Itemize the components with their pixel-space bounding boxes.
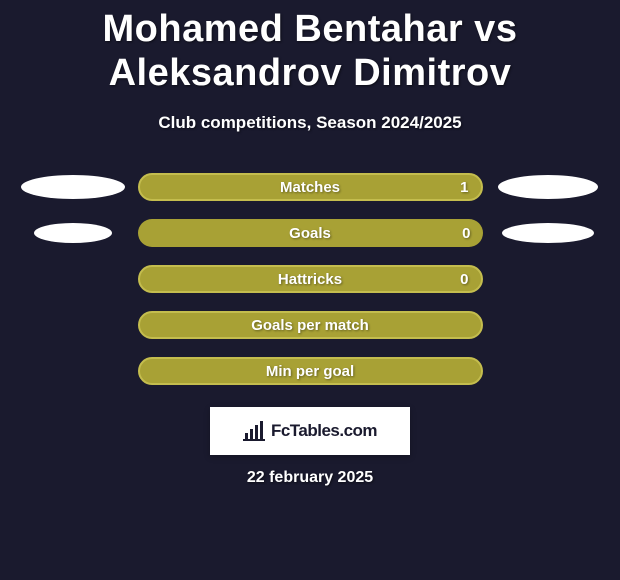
- bar-chart-icon: [243, 420, 265, 442]
- right-side: [483, 223, 613, 243]
- stat-rows: Matches 1 Goals 0 Hattricks 0 Goals per match M…: [0, 173, 620, 385]
- stat-bar: Goals per match: [138, 311, 483, 339]
- stat-row: Matches 1: [0, 173, 620, 201]
- stat-row: Goals per match: [0, 311, 620, 339]
- stat-label: Goals: [289, 225, 331, 242]
- page-title: Mohamed Bentahar vs Aleksandrov Dimitrov: [0, 8, 620, 95]
- stat-value: 1: [460, 179, 468, 196]
- stat-row: Min per goal: [0, 357, 620, 385]
- logo-text: FcTables.com: [271, 421, 377, 441]
- stat-value: 0: [460, 271, 468, 288]
- right-ellipse: [502, 223, 594, 243]
- stat-row: Hattricks 0: [0, 265, 620, 293]
- stat-bar: Matches 1: [138, 173, 483, 201]
- logo-box: FcTables.com: [210, 407, 410, 455]
- stat-bar: Min per goal: [138, 357, 483, 385]
- stat-row: Goals 0: [0, 219, 620, 247]
- stat-bar: Hattricks 0: [138, 265, 483, 293]
- left-side: [8, 223, 138, 243]
- right-side: [483, 175, 613, 199]
- left-ellipse: [34, 223, 112, 243]
- right-ellipse: [498, 175, 598, 199]
- stat-label: Matches: [280, 179, 340, 196]
- date-label: 22 february 2025: [0, 469, 620, 487]
- comparison-card: Mohamed Bentahar vs Aleksandrov Dimitrov…: [0, 0, 620, 487]
- stat-label: Min per goal: [266, 363, 354, 380]
- subtitle: Club competitions, Season 2024/2025: [0, 113, 620, 133]
- stat-value: 0: [462, 225, 470, 242]
- left-side: [8, 175, 138, 199]
- stat-bar: Goals 0: [138, 219, 483, 247]
- stat-label: Hattricks: [278, 271, 342, 288]
- stat-label: Goals per match: [251, 317, 369, 334]
- left-ellipse: [21, 175, 125, 199]
